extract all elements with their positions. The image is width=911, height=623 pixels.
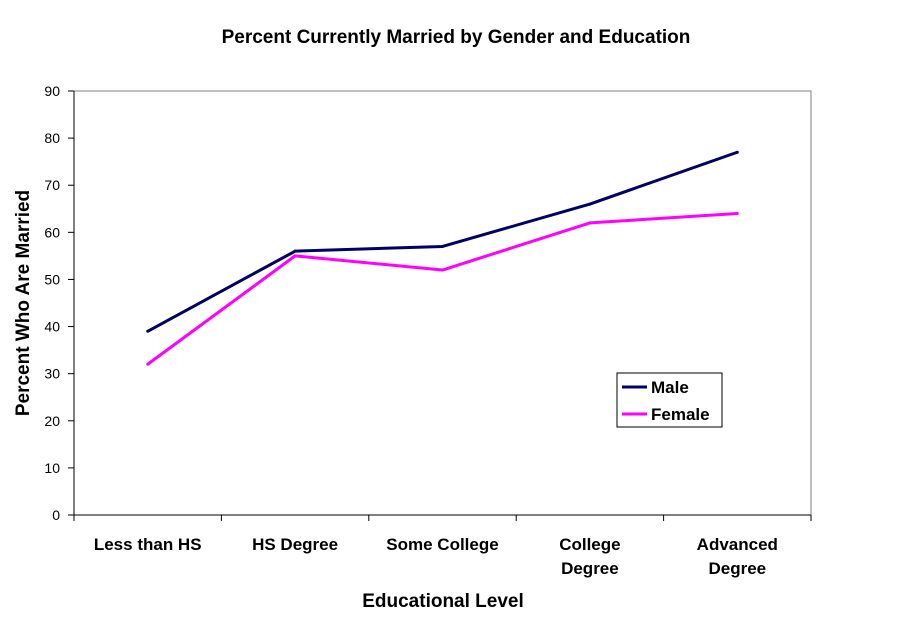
x-tick-label: College xyxy=(559,535,620,554)
data-point-male xyxy=(588,202,592,206)
x-axis-title: Educational Level xyxy=(362,591,524,612)
legend-label-male: Male xyxy=(651,378,689,397)
x-tick-label: Degree xyxy=(561,559,619,578)
chart-title: Percent Currently Married by Gender and … xyxy=(222,27,691,48)
y-axis: 0 10 20 30 40 50 60 70 80 90 xyxy=(44,83,75,523)
data-point-female xyxy=(441,268,444,272)
data-point-female xyxy=(735,211,739,215)
data-point-male xyxy=(293,249,297,253)
y-tick-label: 40 xyxy=(44,319,60,335)
y-tick-label: 20 xyxy=(44,413,60,429)
y-tick-label: 10 xyxy=(44,460,60,476)
data-point-male xyxy=(735,150,739,154)
y-tick-label: 60 xyxy=(44,224,60,240)
x-tick-label: Degree xyxy=(708,559,766,578)
y-tick-label: 0 xyxy=(52,507,60,523)
x-tick-label: Some College xyxy=(386,535,498,554)
legend-label-female: Female xyxy=(651,405,710,424)
y-tick-label: 30 xyxy=(44,366,60,382)
data-point-male xyxy=(441,244,444,248)
y-axis-title: Percent Who Are Married xyxy=(13,190,34,416)
y-tick-label: 90 xyxy=(44,83,60,99)
data-point-female xyxy=(293,254,297,258)
legend-box xyxy=(616,372,723,428)
x-tick-label: HS Degree xyxy=(252,535,338,554)
plot-area xyxy=(73,90,812,516)
data-point-male xyxy=(146,329,150,333)
series-layer xyxy=(146,150,739,366)
y-tick-label: 50 xyxy=(44,271,60,287)
y-tick-label: 80 xyxy=(44,130,60,146)
x-axis: Less than HS HS Degree Some College College… xyxy=(73,514,812,578)
y-tick-label: 70 xyxy=(44,177,60,193)
x-tick-label: Advanced xyxy=(697,535,778,554)
legend: Male Female xyxy=(616,372,723,428)
data-point-female xyxy=(146,362,150,366)
x-tick-label: Less than HS xyxy=(94,535,202,554)
data-point-female xyxy=(588,221,592,225)
